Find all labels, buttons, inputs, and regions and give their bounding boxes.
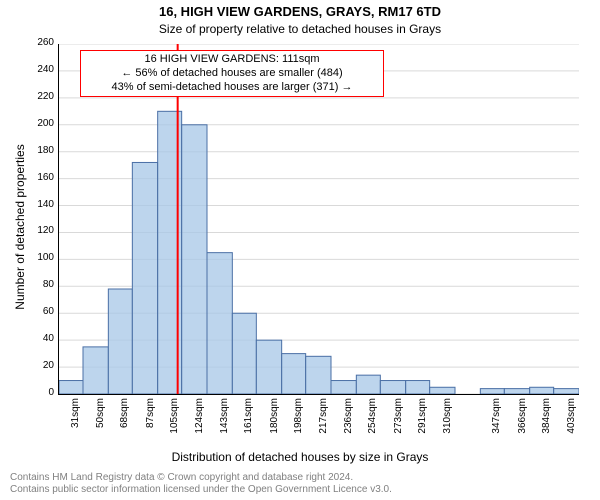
histogram-bar — [530, 387, 554, 394]
annotation-line3: 43% of semi-detached houses are larger (… — [87, 81, 377, 95]
x-tick-label: 403sqm — [566, 398, 577, 446]
annotation-line1: 16 HIGH VIEW GARDENS: 111sqm — [87, 53, 377, 67]
y-tick-label: 180 — [14, 145, 54, 156]
footer-line2: Contains public sector information licen… — [10, 484, 590, 496]
y-tick-label: 160 — [14, 172, 54, 183]
y-tick-label: 140 — [14, 199, 54, 210]
x-tick-label: 31sqm — [70, 398, 81, 446]
histogram-bar — [132, 162, 157, 394]
histogram-bar — [430, 387, 455, 394]
y-tick-label: 100 — [14, 252, 54, 263]
histogram-bar — [108, 289, 132, 394]
histogram-bar — [331, 381, 356, 394]
histogram-bars — [59, 111, 579, 394]
y-tick-label: 80 — [14, 279, 54, 290]
histogram-bar — [232, 313, 256, 394]
y-tick-label: 120 — [14, 225, 54, 236]
x-tick-label: 87sqm — [145, 398, 156, 446]
y-tick-label: 220 — [14, 91, 54, 102]
histogram-bar — [554, 389, 579, 394]
y-tick-label: 0 — [14, 387, 54, 398]
footer-attribution: Contains HM Land Registry data © Crown c… — [10, 472, 590, 496]
x-tick-label: 143sqm — [219, 398, 230, 446]
histogram-bar — [59, 381, 83, 394]
y-tick-label: 200 — [14, 118, 54, 129]
x-tick-label: 347sqm — [491, 398, 502, 446]
annotation-box: 16 HIGH VIEW GARDENS: 111sqm ← 56% of de… — [80, 50, 384, 97]
x-tick-label: 291sqm — [417, 398, 428, 446]
y-tick-label: 40 — [14, 333, 54, 344]
histogram-bar — [83, 347, 108, 394]
x-tick-label: 68sqm — [119, 398, 130, 446]
chart-title-line2: Size of property relative to detached ho… — [0, 22, 600, 36]
histogram-bar — [207, 253, 232, 394]
x-tick-label: 384sqm — [541, 398, 552, 446]
y-tick-label: 60 — [14, 306, 54, 317]
y-tick-label: 260 — [14, 37, 54, 48]
x-tick-label: 105sqm — [169, 398, 180, 446]
histogram-bar — [282, 354, 306, 394]
x-tick-label: 50sqm — [95, 398, 106, 446]
histogram-bar — [256, 340, 281, 394]
y-tick-label: 20 — [14, 360, 54, 371]
histogram-bar — [356, 375, 380, 394]
histogram-bar — [480, 389, 504, 394]
histogram-bar — [504, 389, 529, 394]
x-tick-label: 273sqm — [393, 398, 404, 446]
footer-line1: Contains HM Land Registry data © Crown c… — [10, 472, 590, 484]
histogram-bar — [406, 381, 430, 394]
y-tick-label: 240 — [14, 64, 54, 75]
x-tick-label: 254sqm — [367, 398, 378, 446]
x-tick-label: 124sqm — [194, 398, 205, 446]
x-tick-label: 198sqm — [293, 398, 304, 446]
chart-title-line1: 16, HIGH VIEW GARDENS, GRAYS, RM17 6TD — [0, 4, 600, 19]
histogram-bar — [182, 125, 207, 394]
x-tick-label: 310sqm — [442, 398, 453, 446]
x-tick-label: 217sqm — [318, 398, 329, 446]
x-axis-label: Distribution of detached houses by size … — [0, 450, 600, 464]
histogram-bar — [380, 381, 405, 394]
x-tick-label: 366sqm — [517, 398, 528, 446]
x-tick-label: 236sqm — [343, 398, 354, 446]
annotation-line2: ← 56% of detached houses are smaller (48… — [87, 67, 377, 81]
x-tick-label: 180sqm — [269, 398, 280, 446]
x-tick-label: 161sqm — [243, 398, 254, 446]
histogram-bar — [306, 356, 331, 394]
